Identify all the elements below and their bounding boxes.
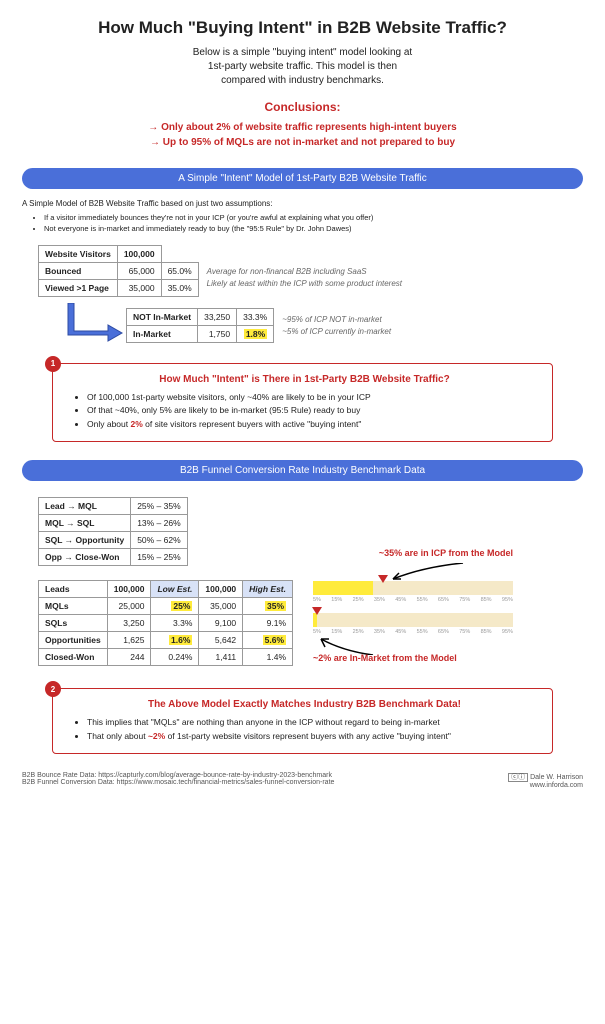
arrow-down-icon <box>313 563 513 581</box>
conclusion-2: → Up to 95% of MQLs are not in-market an… <box>22 135 583 150</box>
callout-2: 2 The Above Model Exactly Matches Indust… <box>52 688 553 754</box>
annotation-inmarket: ~2% are In-Market from the Model <box>313 653 513 664</box>
cc-icon: ⓒⓘ <box>508 773 528 782</box>
down-right-arrow-icon <box>56 303 126 349</box>
marker-icon <box>312 607 322 615</box>
note-in-market: ~5% of ICP currently in-market <box>274 327 391 336</box>
callout-badge-2: 2 <box>45 681 61 697</box>
table-2-row: NOT In-Market33,25033.3% In-Market1,7501… <box>22 303 583 349</box>
callout-1-title: How Much "Intent" is There in 1st-Party … <box>71 374 538 385</box>
funnel-table: Leads100,000 Low Est. 100,000 High Est. … <box>38 580 293 666</box>
note-bounced: Average for non-financal B2B including S… <box>199 267 402 276</box>
section-2-header: B2B Funnel Conversion Rate Industry Benc… <box>22 460 583 481</box>
callout-2-title: The Above Model Exactly Matches Industry… <box>71 699 538 710</box>
sec1-assumptions: If a visitor immediately bounces they're… <box>22 212 583 235</box>
table-1-row: Website Visitors100,000 Bounced65,00065.… <box>22 245 583 297</box>
conclusions: Conclusions: → Only about 2% of website … <box>22 100 583 150</box>
section-1-header: A Simple "Intent" Model of 1st-Party B2B… <box>22 168 583 189</box>
conclusion-1: → Only about 2% of website traffic repre… <box>22 120 583 135</box>
sec1-intro: A Simple Model of B2B Website Traffic ba… <box>22 199 583 208</box>
icp-bar <box>313 581 513 595</box>
conversion-table: Lead → MQL25% – 35% MQL → SQL13% – 26% S… <box>38 497 188 566</box>
footer-sources: ⓒⓘ Dale W. Harrison www.inforda.com B2B … <box>22 772 583 786</box>
note-viewed: Likely at least within the ICP with some… <box>199 279 402 288</box>
market-table: NOT In-Market33,25033.3% In-Market1,7501… <box>126 308 274 343</box>
visitors-table: Website Visitors100,000 Bounced65,00065.… <box>38 245 199 297</box>
conclusions-header: Conclusions: <box>22 100 583 114</box>
annotation-icp: ~35% are in ICP from the Model <box>313 548 513 559</box>
callout-1: 1 How Much "Intent" is There in 1st-Part… <box>52 363 553 443</box>
page-title: How Much "Buying Intent" in B2B Website … <box>22 18 583 38</box>
inmarket-bar <box>313 613 513 627</box>
note-not-in-market: ~95% of ICP NOT in-market <box>274 315 391 324</box>
subtitle: Below is a simple "buying intent" model … <box>138 46 468 88</box>
callout-badge-1: 1 <box>45 356 61 372</box>
marker-icon <box>378 575 388 583</box>
arrow-up-icon <box>313 635 513 655</box>
